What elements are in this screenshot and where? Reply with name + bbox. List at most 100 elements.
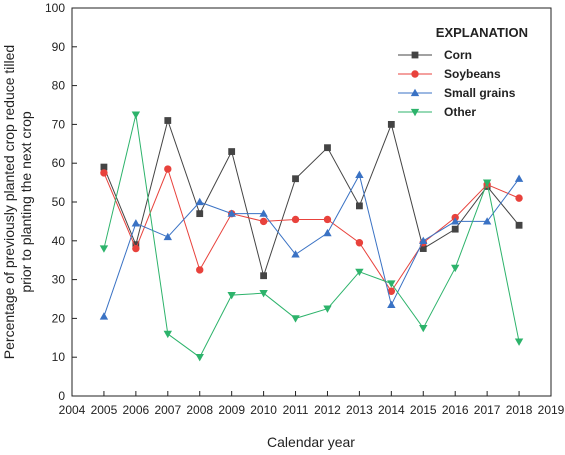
legend-title: EXPLANATION [436,25,528,40]
data-point-small-grains [195,197,204,206]
legend-label: Small grains [444,86,516,100]
data-point-soybeans [291,215,300,224]
y-tick-label: 50 [52,195,66,209]
x-tick-label: 2012 [314,403,341,417]
series-layer [99,111,524,362]
data-point-corn [387,121,395,128]
series-other [99,111,524,362]
data-point-soybeans [515,194,523,202]
data-point-soybeans [259,217,268,226]
legend-item-corn: Corn [398,48,472,62]
data-point-corn [356,202,363,210]
data-point-small-grains [259,209,268,217]
y-axis: 0 10 20 30 40 50 60 70 80 90 100 [45,1,77,403]
data-point-small-grains [291,250,300,258]
data-point-corn [260,272,267,280]
data-point-other [227,291,236,300]
data-point-corn [132,241,140,249]
data-point-small-grains [387,300,396,308]
data-point-other [291,315,300,323]
data-point-corn [451,225,459,233]
data-point-small-grains [131,219,141,227]
data-point-soybeans [164,165,172,173]
data-point-other [259,290,268,298]
x-tick-label: 2005 [91,403,118,417]
x-tick-label: 2018 [506,403,533,417]
data-point-other [163,330,172,339]
y-tick-label: 10 [52,350,66,364]
data-point-small-grains [323,228,332,237]
data-point-small-grains [451,217,460,225]
y-axis-title-line-2: prior to planting the next crop [18,111,34,293]
data-point-soybeans [132,244,140,253]
series-line-soybeans [103,167,520,293]
legend-item-small-grains: Small grains [398,86,516,100]
legend-swatch-marker [411,51,419,59]
x-tick-label: 2019 [538,403,565,417]
data-point-other [99,245,109,253]
series-line-corn [103,118,520,278]
data-point-other [451,264,460,273]
x-tick-label: 2011 [283,403,309,417]
y-tick-label: 70 [52,117,66,131]
y-axis-title-line-1: Percentage of previously planted crop re… [1,45,17,359]
legend: EXPLANATION Corn Soybeans Small grains Othe… [398,25,528,119]
data-point-other [419,324,428,333]
data-point-small-grains [227,209,236,217]
legend-label: Corn [444,48,472,62]
legend-swatch-marker [410,88,420,97]
legend-label: Soybeans [444,67,501,81]
legend-item-other: Other [398,105,476,119]
data-point-soybeans [196,266,204,274]
data-point-soybeans [100,169,108,177]
data-point-corn [419,245,427,252]
x-tick-label: 2017 [474,403,501,417]
data-point-other [355,268,364,277]
y-tick-label: 20 [52,311,66,325]
y-tick-label: 40 [52,234,66,248]
data-point-other [482,179,492,187]
data-point-soybeans [323,215,332,224]
data-point-other [131,111,141,119]
data-point-other [387,280,396,288]
y-tick-label: 30 [52,273,66,287]
x-axis-title: Calendar year [267,434,355,450]
series-small-grains [99,170,524,320]
series-line-small-grains [103,173,520,317]
series-line-other [103,114,520,358]
data-point-other [323,305,332,313]
data-point-corn [292,175,299,183]
x-tick-label: 2008 [186,403,213,417]
x-tick-label: 2004 [59,403,86,417]
data-point-corn [515,221,523,229]
x-tick-label: 2006 [123,403,150,417]
data-point-small-grains [99,312,109,320]
x-tick-label: 2016 [442,403,469,417]
legend-item-soybeans: Soybeans [398,67,501,81]
data-point-corn [164,117,172,124]
data-point-small-grains [163,232,172,241]
data-point-corn [100,163,108,171]
legend-swatch-marker [411,70,419,78]
legend-label: Other [444,105,476,119]
data-point-small-grains [419,236,428,244]
x-tick-label: 2015 [410,403,437,417]
data-point-corn [228,148,236,155]
y-tick-label: 0 [58,389,65,403]
y-tick-label: 90 [52,40,66,54]
x-axis: 2004 2005 2006 2007 2008 2009 2010 2011 2012 2013… [59,391,565,417]
y-axis-title: Percentage of previously planted crop re… [1,45,34,359]
x-tick-label: 2009 [218,403,245,417]
data-point-soybeans [355,239,364,247]
data-point-small-grains [514,174,524,182]
x-tick-label: 2014 [378,403,405,417]
data-point-soybeans [387,287,396,295]
data-point-other [514,338,524,346]
y-tick-label: 80 [52,79,66,93]
x-tick-label: 2013 [346,403,373,417]
series-soybeans [100,165,523,295]
data-point-other [195,354,204,362]
x-tick-label: 2007 [154,403,181,417]
series-corn [100,117,523,280]
